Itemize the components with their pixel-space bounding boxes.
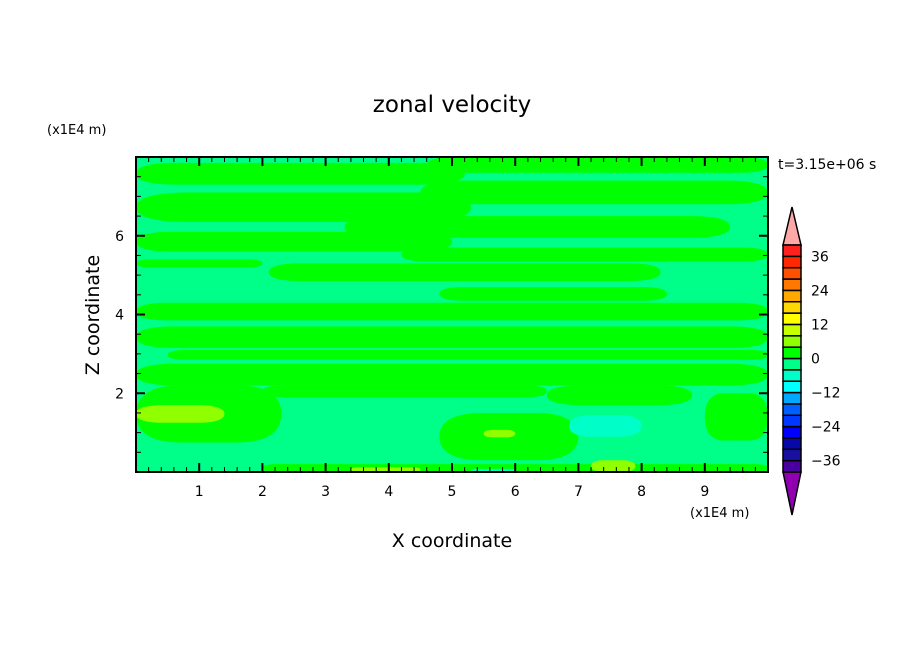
contour-region	[136, 405, 225, 423]
x-tick-label: 7	[574, 484, 583, 500]
x-unit-label: (x1E4 m)	[690, 506, 749, 521]
colorbar-tick-label: 0	[811, 352, 820, 368]
colorbar: 36 24 12 0 −12 −24 −36	[782, 206, 841, 516]
x-tick-label: 6	[511, 484, 520, 500]
colorbar-swatch	[782, 323, 802, 337]
x-tick-label: 3	[321, 484, 330, 500]
colorbar-swatch	[782, 301, 802, 314]
contour-region	[268, 263, 661, 282]
colorbar-swatch	[782, 278, 802, 292]
contour-region	[136, 326, 768, 348]
colorbar-swatch	[782, 459, 802, 473]
contour-region	[568, 415, 642, 437]
colorbar-swatch	[782, 312, 802, 326]
colorbar-swatch	[782, 425, 802, 439]
x-tick-label: 2	[258, 484, 267, 500]
colorbar-tick-label: 24	[811, 283, 829, 299]
x-tick-label: 5	[448, 484, 457, 500]
colorbar-swatch	[782, 289, 802, 303]
time-label: t=3.15e+06 s	[778, 157, 876, 173]
colorbar-tick-label: 12	[811, 317, 829, 333]
colorbar-swatch	[782, 369, 802, 382]
x-tick-label: 9	[700, 484, 709, 500]
colorbar-swatch	[782, 448, 802, 462]
y-tick-label: 4	[115, 308, 124, 324]
colorbar-swatch	[782, 391, 802, 405]
contour-region	[136, 363, 768, 386]
contour-region	[401, 247, 768, 262]
x-tick-label: 8	[637, 484, 646, 500]
contour-region	[136, 162, 465, 185]
contour-region	[350, 467, 421, 472]
contour-region	[704, 393, 768, 441]
colorbar-tick-label: −36	[811, 454, 841, 470]
contour-region	[344, 216, 731, 238]
contour-region	[426, 157, 768, 173]
axes: 1 2 3 4 5 6 7 8 9 2 4 6	[115, 156, 769, 500]
colorbar-swatch	[782, 380, 802, 394]
contour-region	[136, 302, 768, 321]
colorbar-swatch	[782, 403, 802, 416]
contour-region	[167, 349, 768, 360]
colorbar-under-triangle	[782, 471, 802, 516]
y-tick-label: 2	[115, 386, 124, 402]
x-axis-label: X coordinate	[392, 530, 512, 552]
x-tick-label: 1	[195, 484, 204, 500]
contour-region	[420, 180, 768, 205]
contour-region	[483, 429, 516, 438]
plot-area	[136, 157, 768, 472]
colorbar-tick-label: 36	[811, 249, 829, 265]
colorbar-swatch	[782, 335, 802, 348]
colorbar-over-triangle	[782, 206, 802, 246]
contour-region	[262, 385, 547, 398]
contour-region	[546, 385, 693, 406]
colorbar-swatch	[782, 244, 802, 258]
y-tick-label: 6	[115, 229, 124, 245]
colorbar-swatch	[782, 437, 802, 451]
chart-title: zonal velocity	[373, 92, 531, 118]
contour-region	[136, 231, 452, 252]
contour-region	[439, 286, 667, 301]
colorbar-tick-label: −24	[811, 420, 841, 436]
contour-region	[136, 192, 471, 222]
colorbar-swatch	[782, 255, 802, 269]
contour-region	[136, 259, 263, 268]
x-tick-label: 4	[384, 484, 393, 500]
contour-region	[591, 460, 636, 472]
colorbar-swatch	[782, 357, 802, 371]
colorbar-tick-label: −12	[811, 386, 841, 402]
colorbar-swatch	[782, 414, 802, 428]
colorbar-swatch	[782, 346, 802, 360]
y-axis-label: Z coordinate	[82, 255, 104, 375]
colorbar-swatch	[782, 266, 802, 280]
y-unit-label: (x1E4 m)	[47, 123, 106, 138]
